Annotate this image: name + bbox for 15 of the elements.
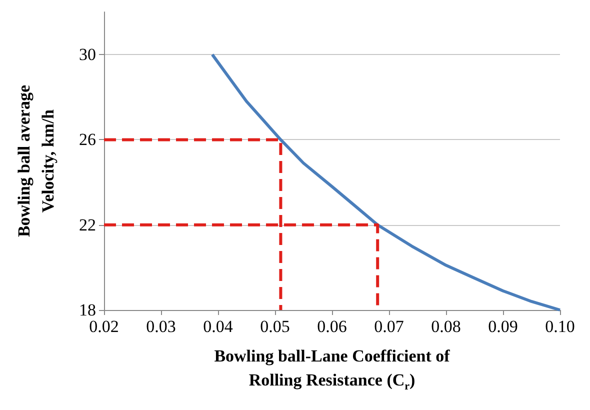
- y-axis-title: Bowling ball average Velocity, km/h: [14, 84, 58, 238]
- x-tick-label: 0.03: [146, 317, 176, 336]
- y-tick-label: 18: [79, 300, 96, 320]
- line-series: [210, 53, 562, 312]
- x-tick-label: 0.09: [488, 317, 518, 336]
- x-tick-label: 0.10: [545, 317, 575, 336]
- x-tick-label: 0.02: [89, 317, 119, 336]
- y-tick-label: 22: [79, 215, 96, 234]
- x-tick-label: 0.06: [317, 317, 347, 336]
- y-tick-label: 30: [79, 45, 96, 64]
- x-tick-label: 0.07: [374, 317, 404, 336]
- x-tick-label: 0.08: [431, 317, 461, 336]
- x-tick-label: 0.04: [203, 317, 234, 336]
- x-tick-label: 0.05: [260, 317, 290, 336]
- y-tick-label: 26: [79, 130, 96, 150]
